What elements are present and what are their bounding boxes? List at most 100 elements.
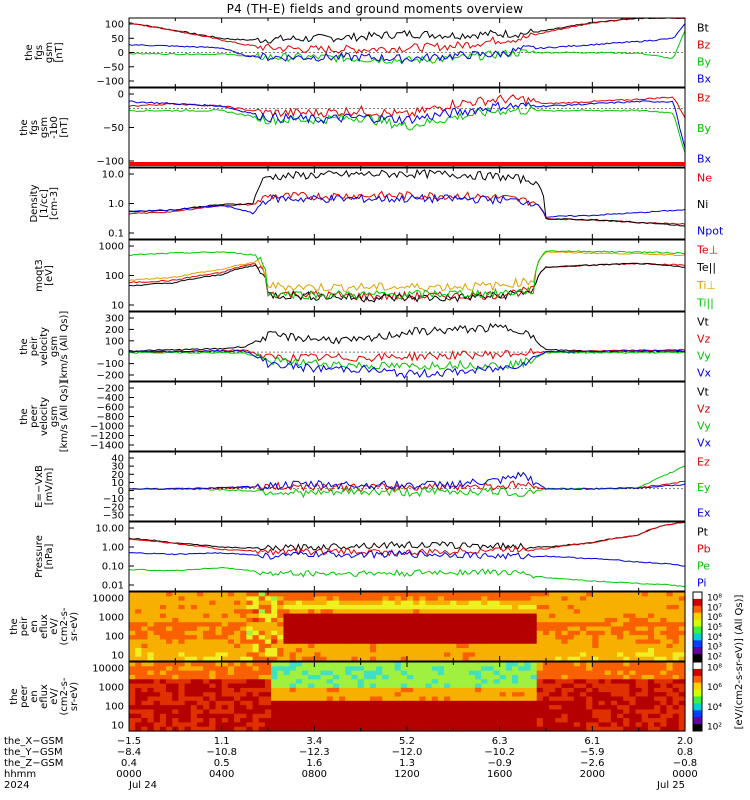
spectrogram-cell: [450, 687, 458, 693]
spectrogram-cell: [332, 666, 340, 672]
spectrogram-cell: [301, 604, 309, 610]
spectrogram-cell: [641, 722, 649, 728]
spectrogram-cell: [209, 726, 217, 732]
spectrogram-cell: [561, 713, 569, 719]
spectrogram-cell: [264, 630, 272, 636]
spectrogram-cell: [295, 687, 303, 693]
spectrogram-cell: [610, 718, 618, 723]
spectrogram-cell: [166, 687, 173, 693]
spectrogram-cell: [481, 656, 488, 662]
spectrogram-cell: [493, 696, 501, 702]
spectrogram-cell: [617, 687, 624, 693]
spectrogram-cell: [166, 600, 173, 606]
panel-ylabel: en: [29, 690, 40, 703]
spectrogram-cell: [147, 635, 155, 641]
panel-ylabel: eV/: [49, 618, 60, 635]
spectrogram-cell: [351, 652, 359, 658]
spectrogram-cell: [413, 604, 420, 610]
spectrogram-cell: [141, 648, 149, 653]
spectrogram-cell: [592, 622, 600, 628]
x-row-value: 0.8: [677, 747, 693, 758]
spectrogram-cell: [468, 652, 476, 658]
spectrogram-cell: [647, 648, 655, 653]
spectrogram-cell: [431, 656, 439, 662]
spectrogram-cell: [450, 652, 458, 658]
spectrogram-cell: [240, 630, 247, 636]
spectrogram-cell: [135, 652, 142, 658]
spectrogram-cell: [413, 718, 420, 723]
spectrogram-cell: [308, 700, 315, 706]
spectrogram-cell: [623, 705, 630, 711]
spectrogram-cell: [376, 617, 383, 623]
spectrogram-cell: [450, 622, 458, 628]
spectrogram-cell: [468, 683, 476, 689]
panel-ylabel: velocity: [39, 327, 50, 366]
spectrogram-cell: [129, 726, 136, 732]
spectrogram-cell: [623, 713, 630, 719]
spectrogram-cell: [178, 635, 186, 641]
spectrogram-cell: [252, 683, 260, 689]
spectrogram-cell: [301, 722, 309, 728]
spectrogram-cell: [586, 670, 593, 676]
panel-ylabel: the: [19, 408, 30, 424]
spectrogram-cell: [363, 687, 371, 693]
spectrogram-cell: [264, 626, 272, 632]
colorbar-swatch: [693, 640, 702, 648]
spectrogram-cell: [295, 643, 303, 649]
spectrogram-cell: [678, 679, 686, 685]
spectrogram-cell: [252, 713, 260, 719]
spectrogram-cell: [623, 600, 630, 606]
spectrogram-cell: [641, 662, 649, 667]
spectrogram-cell: [481, 592, 488, 597]
spectrogram-cell: [376, 666, 383, 672]
spectrogram-cell: [357, 643, 365, 649]
spectrogram-cell: [215, 600, 223, 606]
spectrogram-cell: [524, 709, 532, 715]
spectrogram-cell: [555, 718, 563, 723]
spectrogram-cell: [579, 705, 587, 711]
spectrogram-cell: [178, 674, 186, 680]
spectrogram-cell: [617, 705, 624, 711]
spectrogram-cell: [629, 674, 637, 680]
spectrogram-cell: [369, 652, 377, 658]
spectrogram-cell: [654, 596, 661, 602]
spectrogram-cell: [413, 666, 420, 672]
spectrogram-cell: [227, 622, 235, 628]
spectrogram-cell: [678, 683, 686, 689]
spectrogram-cell: [555, 635, 563, 641]
panel-ylabel: eV/: [49, 688, 60, 705]
spectrogram-cell: [295, 622, 303, 628]
spectrogram-cell: [240, 622, 247, 628]
spectrogram-cell: [252, 674, 260, 680]
spectrogram-cell: [487, 630, 495, 636]
spectrogram-cell: [524, 600, 532, 606]
spectrogram-cell: [357, 687, 365, 693]
spectrogram-cell: [301, 626, 309, 632]
spectrogram-cell: [536, 718, 544, 723]
spectrogram-cell: [345, 604, 352, 610]
panel-10: the peer en eflux eV/(cm2-s-sr-eV)1000010001…: [9, 661, 722, 733]
panel-ylabel: [km/s (All Qs)]: [59, 381, 70, 453]
spectrogram-cell: [437, 617, 445, 623]
spectrogram-cell: [666, 643, 674, 649]
spectrogram-cell: [376, 648, 383, 653]
spectrogram-cell: [450, 696, 458, 702]
spectrogram-cell: [314, 639, 322, 645]
spectrogram-cell: [456, 709, 464, 715]
spectrogram-cell: [481, 726, 488, 732]
spectrogram-cell: [431, 687, 439, 693]
spectrogram-cell: [388, 596, 396, 602]
spectrogram-cell: [246, 696, 254, 702]
spectrogram-cell: [314, 662, 322, 667]
spectrogram-cell: [487, 722, 495, 728]
spectrogram-cell: [209, 709, 217, 715]
spectrogram-cell: [153, 635, 161, 641]
spectrogram-cell: [252, 722, 260, 728]
spectrogram-cell: [339, 705, 346, 711]
spectrogram-cell: [604, 696, 612, 702]
y-tick-label: −100: [97, 157, 124, 168]
spectrogram-cell: [289, 630, 297, 636]
spectrogram-cell: [345, 696, 352, 702]
spectrogram-cell: [246, 643, 254, 649]
spectrogram-cell: [135, 648, 142, 653]
